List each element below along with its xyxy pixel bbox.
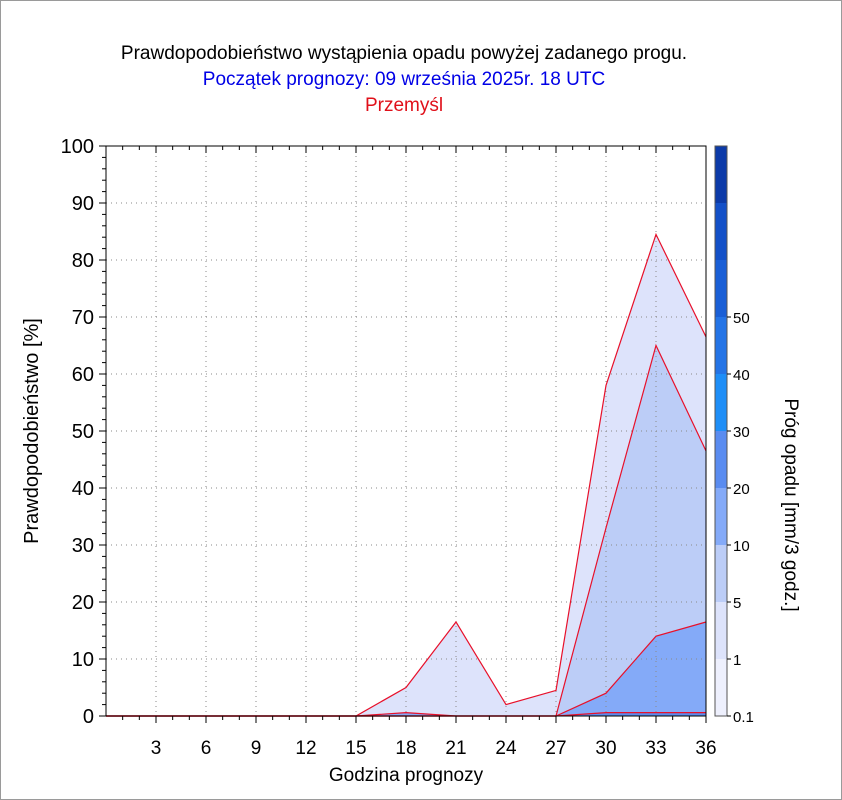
colorbar-tick-label: 1 [733, 652, 741, 669]
area-series-2 [106, 622, 706, 716]
colorbar-segment-5 [715, 374, 727, 431]
grid-lines [106, 146, 706, 716]
x-tick-label: 18 [395, 738, 416, 759]
colorbar-tick-label: 10 [733, 538, 750, 555]
x-tick-label: 33 [645, 738, 666, 759]
y-tick-label: 20 [72, 592, 94, 614]
x-tick-label: 30 [595, 738, 616, 759]
x-tick-label: 9 [251, 738, 262, 759]
colorbar-segment-9 [715, 146, 727, 203]
x-tick-label: 24 [495, 738, 517, 759]
x-tick-label: 6 [201, 738, 212, 759]
colorbar-segment-1 [715, 602, 727, 659]
colorbar-segment-7 [715, 260, 727, 317]
colorbar-tick-label: 30 [733, 424, 750, 441]
colorbar-segment-2 [715, 545, 727, 602]
y-axis-label: Prawdopodobieństwo [%] [21, 318, 43, 544]
colorbar-tick-label: 40 [733, 367, 750, 384]
y-tick-label: 10 [72, 649, 94, 671]
colorbar-segment-0 [715, 659, 727, 716]
x-tick-label: 3 [151, 738, 162, 759]
y-tick-label: 30 [72, 535, 94, 557]
colorbar-segment-3 [715, 488, 727, 545]
colorbar-label: Próg opadu [mm/3 godz.] [780, 398, 801, 611]
location-title: Przemyśl [364, 95, 444, 116]
colorbar-tick-label: 0.1 [733, 709, 754, 726]
x-axis-label: Godzina prognozy [329, 765, 484, 786]
y-tick-label: 80 [72, 250, 94, 272]
colorbar-tick-label: 50 [733, 310, 750, 327]
colorbar-segment-6 [715, 317, 727, 374]
y-tick-label: 90 [72, 193, 94, 215]
colorbar-tick-label: 5 [733, 595, 741, 612]
x-tick-label: 15 [345, 738, 366, 759]
colorbar-segment-4 [715, 431, 727, 488]
x-tick-label: 36 [695, 738, 716, 759]
chart-title: Prawdopodobieństwo wystąpienia opadu pow… [120, 43, 688, 64]
forecast-start-subtitle: Początek prognozy: 09 września 2025r. 18… [202, 69, 606, 90]
colorbar-tick-label: 20 [733, 481, 750, 498]
x-tick-label: 21 [445, 738, 466, 759]
colorbar-segment-8 [715, 203, 727, 260]
y-tick-label: 40 [72, 478, 94, 500]
x-tick-label: 27 [545, 738, 566, 759]
y-tick-label: 0 [83, 706, 94, 728]
y-tick-label: 50 [72, 421, 94, 443]
x-tick-label: 12 [295, 738, 316, 759]
y-tick-label: 100 [61, 136, 94, 158]
colorbar: 0.1 1 5 10 20 30 40 50 [714, 145, 754, 726]
y-tick-label: 60 [72, 364, 94, 386]
y-tick-label: 70 [72, 307, 94, 329]
